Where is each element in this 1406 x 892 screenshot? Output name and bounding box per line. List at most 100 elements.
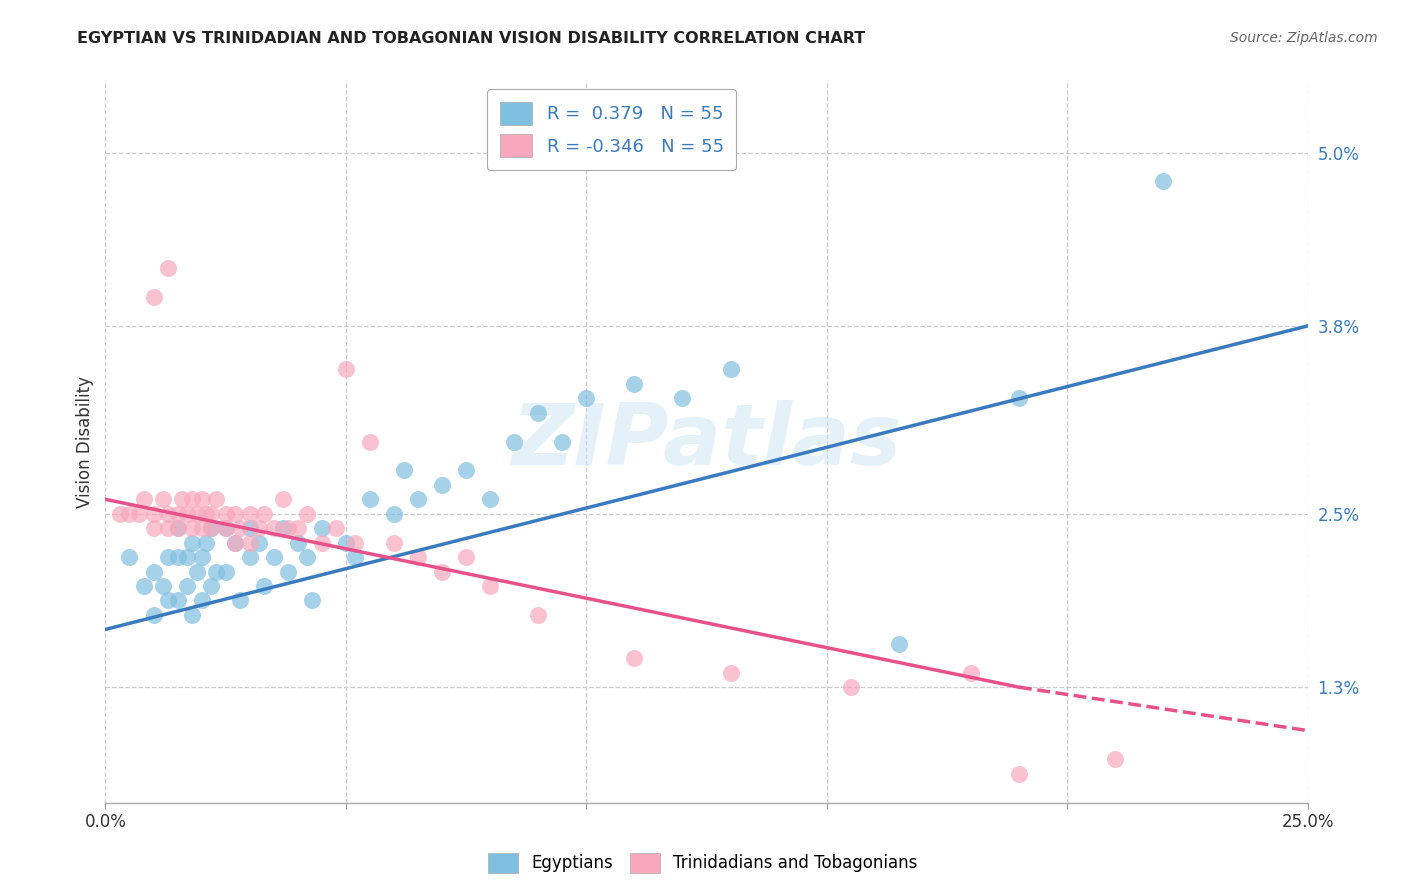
Point: [623, 376, 645, 391]
Point: [344, 535, 367, 549]
Point: [247, 535, 270, 549]
Point: [406, 550, 429, 565]
Point: [156, 521, 179, 535]
Point: [128, 507, 150, 521]
Point: [297, 550, 319, 565]
Point: [186, 565, 208, 579]
Point: [190, 550, 212, 565]
Point: [456, 550, 478, 565]
Point: [1008, 391, 1031, 405]
Point: [142, 565, 165, 579]
Point: [190, 593, 212, 607]
Point: [195, 507, 218, 521]
Point: [887, 637, 910, 651]
Point: [392, 463, 415, 477]
Point: [277, 565, 299, 579]
Point: [118, 507, 141, 521]
Point: [311, 521, 333, 535]
Point: [156, 261, 179, 276]
Point: [205, 492, 228, 507]
Point: [263, 521, 285, 535]
Point: [406, 492, 429, 507]
Point: [200, 579, 222, 593]
Point: [166, 550, 188, 565]
Text: ZIPatlas: ZIPatlas: [512, 400, 901, 483]
Point: [205, 565, 228, 579]
Point: [156, 593, 179, 607]
Point: [142, 521, 165, 535]
Point: [132, 579, 155, 593]
Point: [142, 607, 165, 622]
Text: EGYPTIAN VS TRINIDADIAN AND TOBAGONIAN VISION DISABILITY CORRELATION CHART: EGYPTIAN VS TRINIDADIAN AND TOBAGONIAN V…: [77, 31, 866, 46]
Point: [214, 507, 236, 521]
Point: [176, 550, 198, 565]
Point: [263, 550, 285, 565]
Point: [181, 492, 204, 507]
Point: [359, 492, 381, 507]
Text: Source: ZipAtlas.com: Source: ZipAtlas.com: [1230, 31, 1378, 45]
Point: [239, 521, 262, 535]
Point: [166, 521, 188, 535]
Point: [1152, 174, 1174, 188]
Point: [166, 593, 188, 607]
Point: [503, 434, 526, 449]
Point: [200, 521, 222, 535]
Point: [839, 680, 862, 694]
Point: [253, 507, 276, 521]
Point: [156, 550, 179, 565]
Point: [132, 492, 155, 507]
Point: [214, 565, 236, 579]
Point: [186, 507, 208, 521]
Point: [224, 507, 246, 521]
Point: [195, 535, 218, 549]
Point: [527, 406, 550, 420]
Point: [335, 362, 357, 376]
Point: [166, 521, 188, 535]
Point: [181, 607, 204, 622]
Point: [190, 492, 212, 507]
Point: [200, 507, 222, 521]
Point: [479, 492, 502, 507]
Point: [166, 507, 188, 521]
Point: [239, 507, 262, 521]
Point: [229, 521, 252, 535]
Point: [172, 492, 194, 507]
Point: [247, 521, 270, 535]
Point: [551, 434, 574, 449]
Point: [359, 434, 381, 449]
Point: [382, 507, 405, 521]
Point: [287, 521, 309, 535]
Point: [118, 550, 141, 565]
Point: [301, 593, 323, 607]
Point: [382, 535, 405, 549]
Point: [214, 521, 236, 535]
Point: [311, 535, 333, 549]
Point: [239, 535, 262, 549]
Y-axis label: Vision Disability: Vision Disability: [76, 376, 94, 508]
Point: [623, 651, 645, 665]
Point: [297, 507, 319, 521]
Legend: Egyptians, Trinidadians and Tobagonians: Egyptians, Trinidadians and Tobagonians: [482, 847, 924, 880]
Point: [344, 550, 367, 565]
Point: [239, 550, 262, 565]
Point: [224, 535, 246, 549]
Point: [156, 507, 179, 521]
Point: [214, 521, 236, 535]
Point: [176, 579, 198, 593]
Point: [325, 521, 347, 535]
Point: [108, 507, 131, 521]
Point: [527, 607, 550, 622]
Point: [720, 362, 742, 376]
Point: [190, 521, 212, 535]
Point: [1104, 752, 1126, 766]
Point: [960, 665, 983, 680]
Point: [430, 565, 453, 579]
Point: [479, 579, 502, 593]
Point: [152, 492, 174, 507]
Point: [200, 521, 222, 535]
Point: [1008, 767, 1031, 781]
Legend: R =  0.379   N = 55, R = -0.346   N = 55: R = 0.379 N = 55, R = -0.346 N = 55: [486, 89, 737, 170]
Point: [152, 579, 174, 593]
Point: [430, 478, 453, 492]
Point: [287, 535, 309, 549]
